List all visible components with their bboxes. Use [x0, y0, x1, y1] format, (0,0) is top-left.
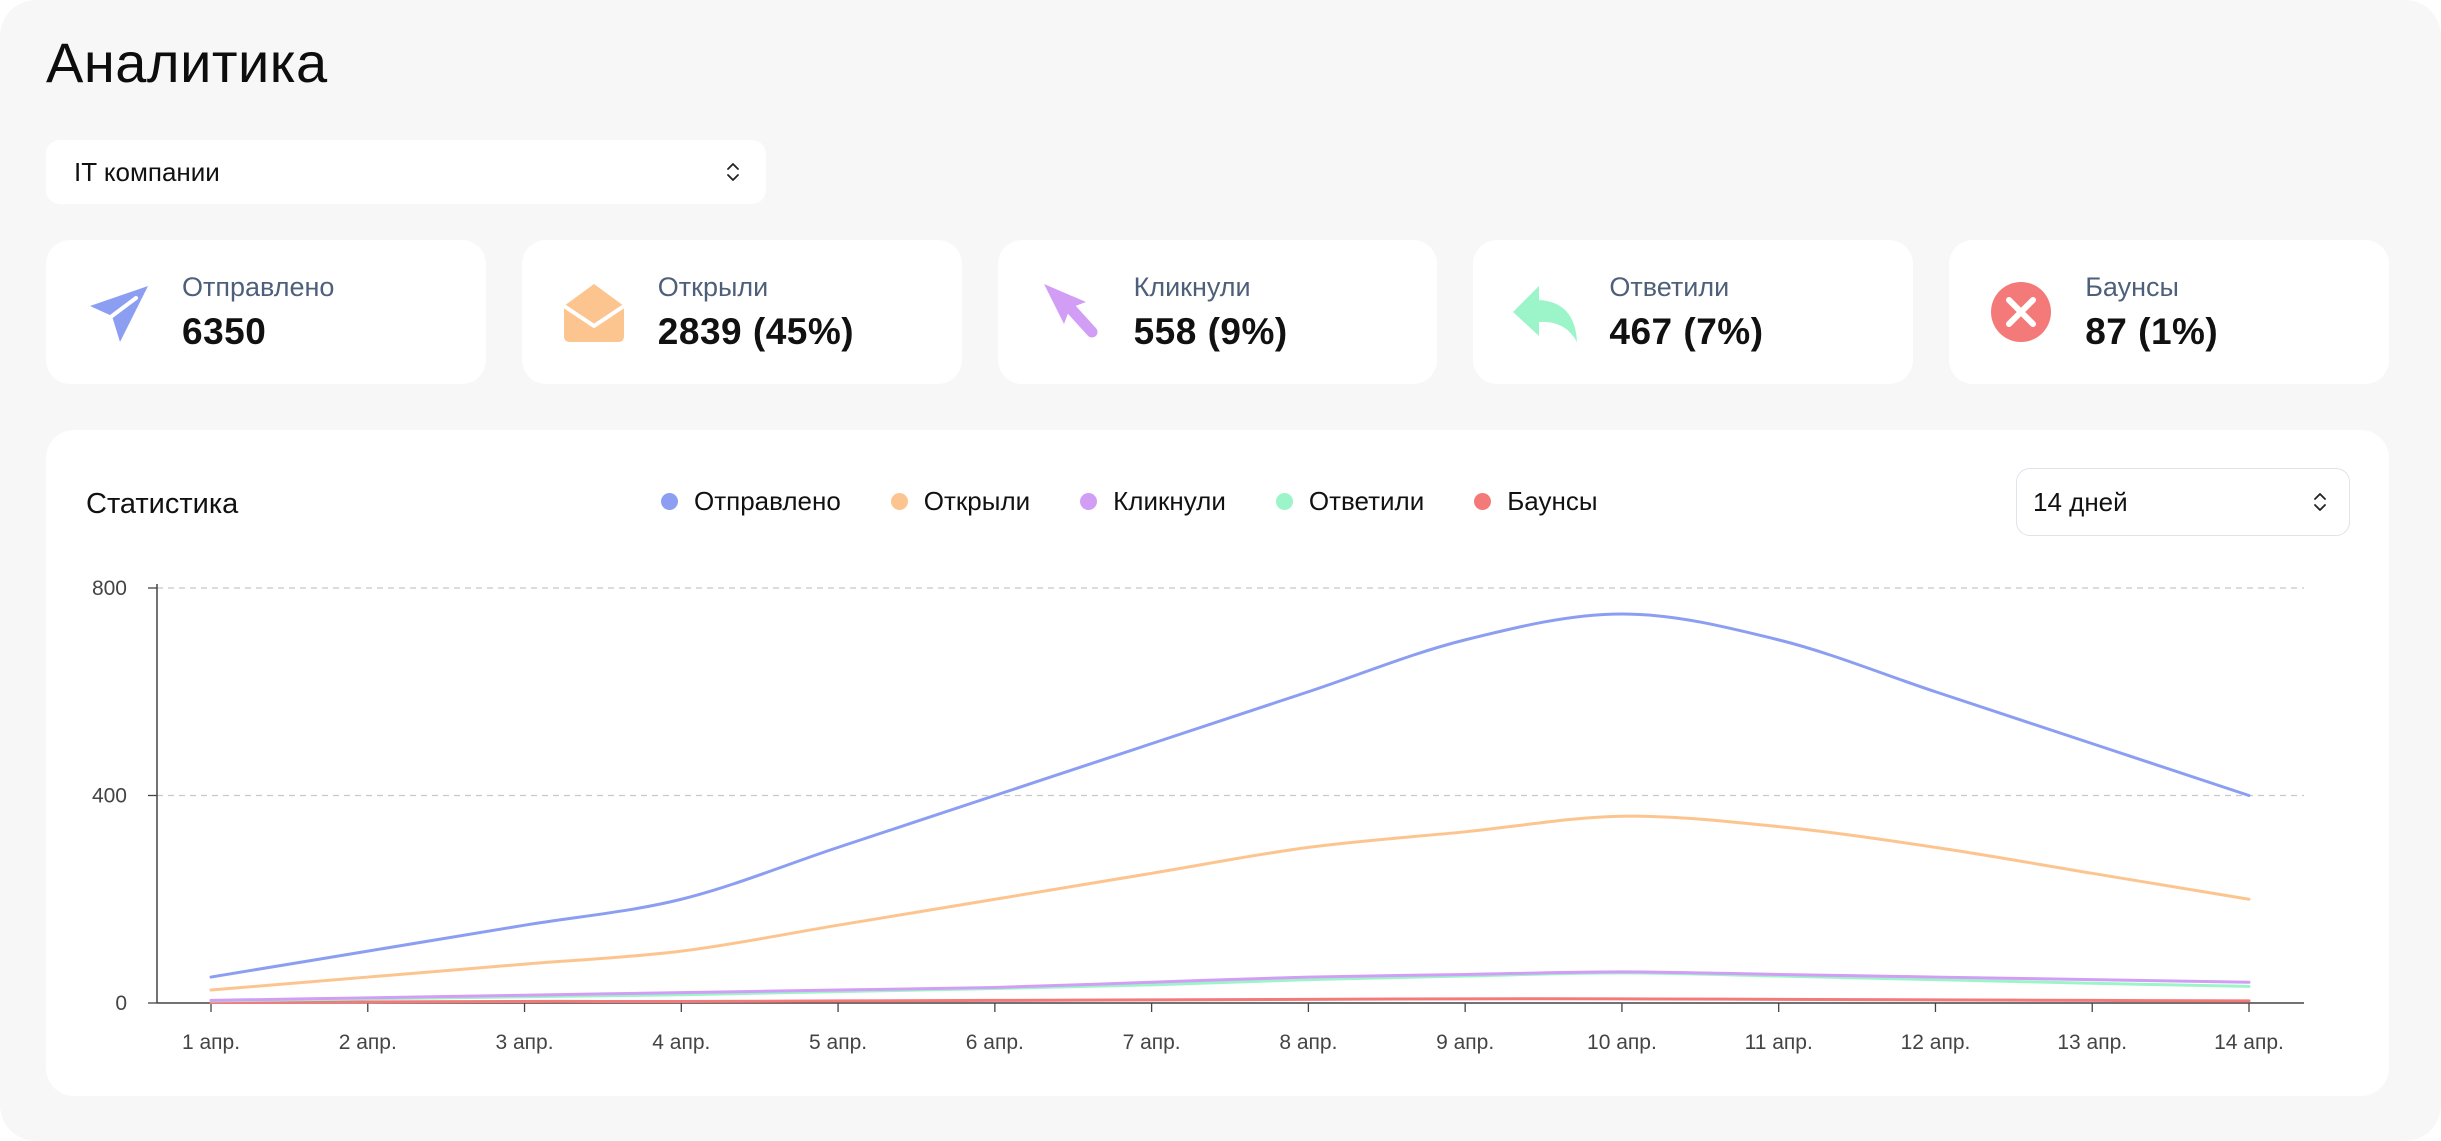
x-tick-label: 13 апр. — [2057, 1031, 2127, 1054]
x-tick-label: 9 апр. — [1436, 1031, 1494, 1054]
x-tick-label: 6 апр. — [966, 1031, 1024, 1054]
chevron-up-down-icon — [727, 163, 739, 181]
stat-value: 558 (9%) — [1133, 310, 1288, 352]
open-envelope-icon — [558, 276, 630, 348]
stat-label: Отправлено — [182, 271, 335, 302]
y-tick-label: 0 — [115, 992, 127, 1015]
series-line — [209, 970, 2251, 1002]
legend-label: Отправлено — [694, 486, 841, 516]
reply-arrow-icon — [1509, 276, 1581, 348]
legend-item-sent[interactable]: Отправлено — [661, 486, 841, 517]
legend-dot — [1080, 493, 1098, 510]
stat-card-sent: Отправлено 6350 — [46, 240, 486, 384]
period-select-value: 14 дней — [2033, 486, 2128, 517]
stat-card-opened: Открыли 2839 (45%) — [521, 240, 962, 384]
stat-label: Баунсы — [2085, 271, 2179, 302]
stat-label: Ответили — [1609, 271, 1730, 302]
legend-dot — [1275, 493, 1293, 510]
series-line — [209, 612, 2251, 979]
legend-label: Открыли — [923, 486, 1031, 516]
legend-dot — [661, 493, 678, 510]
period-select[interactable]: 14 дней — [2016, 468, 2350, 536]
page-title: Аналитика — [46, 31, 328, 94]
x-tick-label: 11 апр. — [1745, 1031, 1813, 1054]
legend-item-clicked[interactable]: Кликнули — [1080, 486, 1226, 517]
stat-value: 467 (7%) — [1609, 310, 1764, 352]
x-tick-label: 4 апр. — [652, 1031, 710, 1054]
chevron-up-down-icon — [2314, 493, 2326, 511]
series-line — [209, 814, 2251, 992]
stat-card-clicked: Кликнули 558 (9%) — [997, 240, 1438, 384]
stat-label: Открыли — [657, 271, 769, 302]
x-tick-label: 2 апр. — [339, 1031, 397, 1054]
stat-card-bounced: Баунсы 87 (1%) — [1949, 240, 2389, 384]
x-tick-label: 8 апр. — [1279, 1031, 1337, 1054]
x-tick-label: 5 апр. — [809, 1031, 867, 1054]
statistics-panel: Статистика Отправлено Открыли Кликнули О… — [46, 430, 2389, 1096]
series-line — [209, 971, 2251, 1003]
stat-card-replied: Ответили 467 (7%) — [1473, 240, 1914, 384]
segment-select[interactable]: IT компании — [46, 140, 766, 204]
legend-label: Баунсы — [1507, 486, 1598, 516]
stat-label: Кликнули — [1133, 271, 1251, 302]
legend-item-replied[interactable]: Ответили — [1275, 486, 1425, 517]
chart-legend: Отправлено Открыли Кликнули Ответили Бау… — [661, 486, 1598, 517]
y-tick-label: 800 — [92, 577, 127, 600]
series-line — [209, 997, 2251, 1004]
cursor-arrow-icon — [1034, 276, 1106, 348]
stat-value: 2839 (45%) — [657, 310, 855, 352]
stat-value: 6350 — [182, 310, 267, 352]
x-tick-label: 3 апр. — [495, 1031, 553, 1054]
legend-label: Ответили — [1308, 486, 1425, 516]
legend-dot — [890, 493, 908, 510]
x-tick-label: 14 апр. — [2214, 1031, 2284, 1054]
x-tick-label: 1 апр. — [182, 1031, 240, 1054]
line-chart: 0 400 800 1 апр. 2 апр. 3 апр. 4 апр. 5 апр. 6 а… — [92, 577, 2304, 1054]
stat-cards: Отправлено 6350 Открыли 2839 (45%) — [46, 240, 2389, 384]
legend-dot — [1474, 493, 1492, 510]
close-circle-icon — [1985, 276, 2057, 348]
paper-plane-icon — [82, 276, 154, 348]
x-tick-label: 7 апр. — [1123, 1031, 1181, 1054]
x-tick-label: 12 апр. — [1901, 1031, 1971, 1054]
segment-select-value: IT компании — [74, 156, 220, 187]
statistics-title: Статистика — [86, 488, 239, 520]
x-tick-label: 10 апр. — [1587, 1031, 1657, 1054]
stat-value: 87 (1%) — [2085, 310, 2219, 352]
legend-item-bounced[interactable]: Баунсы — [1474, 486, 1598, 517]
y-tick-label: 400 — [92, 785, 127, 808]
legend-label: Кликнули — [1113, 486, 1226, 516]
legend-item-opened[interactable]: Открыли — [890, 486, 1031, 517]
